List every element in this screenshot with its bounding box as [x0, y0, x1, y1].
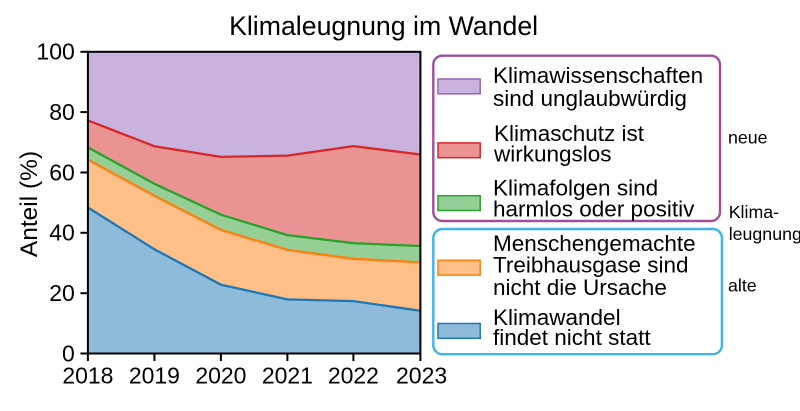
svg-text:findet nicht statt: findet nicht statt [493, 325, 651, 350]
svg-text:2018: 2018 [62, 362, 113, 388]
svg-text:20: 20 [49, 280, 75, 306]
svg-text:2021: 2021 [262, 362, 313, 388]
svg-text:wirkungslos: wirkungslos [493, 142, 612, 167]
svg-text:Klima-: Klima- [729, 202, 779, 222]
svg-text:Klimaleugnung im Wandel: Klimaleugnung im Wandel [229, 11, 538, 41]
svg-text:harmlos oder positiv: harmlos oder positiv [493, 197, 695, 222]
svg-text:2022: 2022 [328, 362, 379, 388]
svg-text:2023: 2023 [396, 362, 447, 388]
svg-text:2020: 2020 [195, 362, 246, 388]
svg-text:Treibhausgase sind: Treibhausgase sind [493, 253, 689, 278]
svg-text:nicht die Ursache: nicht die Ursache [493, 275, 667, 300]
svg-text:0: 0 [62, 340, 75, 366]
svg-text:sind unglaubwürdig: sind unglaubwürdig [493, 86, 687, 111]
svg-text:40: 40 [49, 220, 75, 246]
svg-text:leugnung: leugnung [729, 224, 800, 244]
svg-text:Klimawandel: Klimawandel [493, 305, 621, 330]
svg-text:Klimawissenschaften: Klimawissenschaften [493, 63, 703, 88]
svg-text:Menschengemachte: Menschengemachte [493, 231, 696, 256]
svg-text:Anteil (%): Anteil (%) [16, 151, 43, 257]
svg-text:60: 60 [49, 159, 75, 185]
svg-text:Klimafolgen sind: Klimafolgen sind [493, 176, 658, 201]
svg-text:alte: alte [728, 275, 757, 295]
svg-text:80: 80 [49, 99, 75, 125]
svg-text:Klimaschutz ist: Klimaschutz ist [494, 121, 645, 146]
svg-text:2019: 2019 [129, 362, 180, 388]
svg-text:100: 100 [36, 39, 74, 65]
svg-text:neue: neue [728, 127, 768, 147]
